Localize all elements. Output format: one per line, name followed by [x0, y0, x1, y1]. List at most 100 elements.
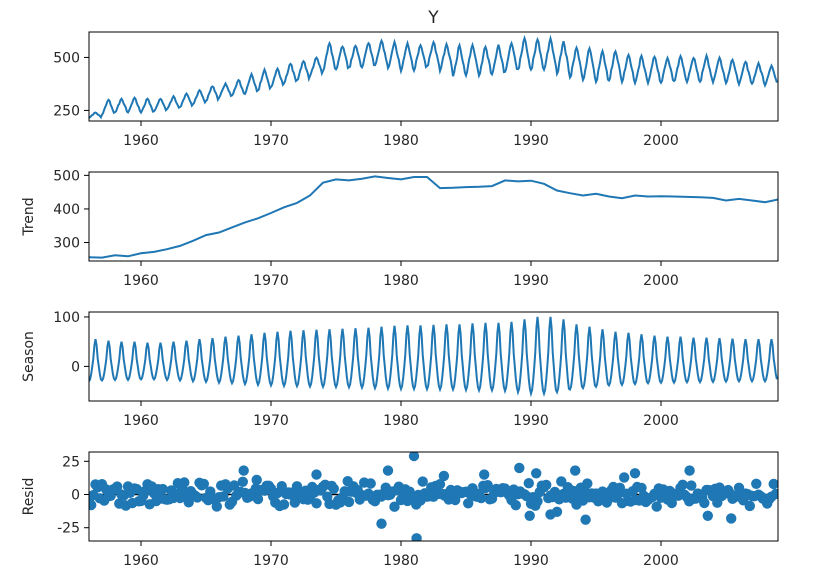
- x-tick-label: 1980: [383, 273, 419, 289]
- resid-point: [582, 478, 593, 489]
- y-tick-label: -25: [57, 521, 80, 537]
- x-tick-label: 1970: [253, 413, 289, 429]
- resid-point: [636, 482, 647, 494]
- resid-point-outlier: [376, 518, 387, 529]
- resid-point: [328, 483, 339, 494]
- x-tick-label: 2000: [643, 553, 679, 569]
- resid-point: [510, 500, 521, 511]
- y-axis-label: Trend: [21, 197, 37, 236]
- y-tick-label: 0: [71, 488, 80, 504]
- resid-point: [532, 496, 543, 507]
- resid-point-outlier: [629, 468, 641, 479]
- resid-point: [211, 501, 222, 512]
- y-axis-label: Season: [21, 331, 37, 382]
- resid-point: [677, 479, 688, 490]
- resid-point: [229, 480, 240, 491]
- resid-point-outlier: [342, 476, 353, 487]
- resid-point: [541, 479, 552, 491]
- chart-title: Y: [427, 8, 439, 28]
- x-tick-label: 1990: [513, 273, 549, 289]
- y-axis-label: Resid: [21, 478, 37, 516]
- resid-point: [112, 481, 123, 492]
- resid-point-outlier: [382, 465, 394, 476]
- resid-point: [157, 483, 168, 495]
- resid-point-outlier: [551, 506, 563, 517]
- axes-frame: [88, 451, 779, 542]
- resid-point: [276, 481, 287, 492]
- x-tick-label: 2000: [643, 273, 679, 289]
- resid-point-outlier: [570, 465, 581, 476]
- resid-point: [666, 497, 677, 509]
- resid-point-outlier: [702, 510, 713, 521]
- resid-point: [770, 488, 778, 500]
- resid-point: [476, 492, 487, 504]
- resid-point-outlier: [311, 469, 322, 480]
- x-tick-label: 1960: [123, 273, 159, 289]
- x-tick-label: 1960: [123, 553, 159, 569]
- x-tick-label: 2000: [643, 413, 679, 429]
- resid-point: [686, 480, 697, 491]
- resid-point: [463, 498, 474, 509]
- resid-point: [699, 497, 710, 509]
- resid-point-outlier: [408, 452, 420, 462]
- y-tick-label: 0: [71, 359, 80, 375]
- axes-frame: [88, 171, 779, 262]
- y-tick-label: 250: [53, 103, 80, 119]
- resid-point: [768, 478, 778, 490]
- x-tick-label: 1990: [513, 553, 549, 569]
- resid-point: [365, 478, 376, 489]
- axes-frame: [88, 31, 779, 122]
- resid-point-outlier: [524, 510, 535, 521]
- axes-frame: [88, 311, 779, 402]
- x-tick-label: 1980: [383, 133, 419, 149]
- y-tick-label: 500: [53, 168, 80, 184]
- panel-3: 1960 1970 1980 1990 2000 0 100 Season: [21, 310, 779, 429]
- plot-area: [89, 34, 778, 120]
- resid-point-outlier: [251, 474, 262, 486]
- resid-point: [389, 501, 400, 512]
- resid-point: [311, 498, 322, 509]
- resid-point: [619, 472, 630, 483]
- resid-point: [417, 476, 428, 487]
- resid-point-outlier: [238, 465, 249, 476]
- resid-point: [343, 496, 355, 508]
- resid-point: [651, 501, 662, 512]
- series-line: [89, 34, 778, 120]
- resid-point-outlier: [479, 469, 490, 480]
- x-tick-label: 1970: [253, 273, 289, 289]
- panel-2: 1960 1970 1980 1990 2000 300 400 500 Trend: [21, 168, 779, 289]
- resid-point-outlier: [438, 470, 450, 482]
- y-tick-label: 25: [62, 454, 80, 470]
- y-tick-label: 300: [53, 236, 80, 252]
- resid-point: [523, 478, 534, 489]
- resid-point-outlier: [531, 468, 542, 479]
- x-tick-label: 1980: [383, 553, 419, 569]
- x-tick-label: 1960: [123, 413, 159, 429]
- resid-point: [179, 477, 190, 488]
- resid-point: [278, 499, 290, 510]
- x-tick-label: 1980: [383, 413, 419, 429]
- resid-point: [450, 494, 461, 506]
- resid-point: [192, 492, 203, 503]
- resid-point-outlier: [514, 462, 525, 474]
- plot-area: [89, 175, 778, 259]
- x-tick-label: 2000: [643, 133, 679, 149]
- panel-1: 1960 1970 1980 1990 2000 250 500 Y: [53, 8, 779, 149]
- resid-point: [744, 500, 755, 512]
- resid-point: [751, 478, 762, 489]
- x-tick-label: 1970: [253, 553, 289, 569]
- plot-area: [89, 316, 778, 398]
- resid-point-outlier: [411, 533, 422, 541]
- resid-point: [183, 497, 194, 508]
- resid-point-outlier: [580, 514, 591, 525]
- season-line: [89, 316, 778, 398]
- resid-point: [237, 476, 248, 487]
- resid-point-outlier: [684, 465, 695, 476]
- x-tick-label: 1990: [513, 413, 549, 429]
- resid-point: [218, 491, 229, 502]
- x-tick-label: 1960: [123, 133, 159, 149]
- y-tick-label: 100: [53, 310, 80, 326]
- resid-point: [198, 478, 209, 490]
- panel-4: 1960 1970 1980 1990 2000 -25 0 25 Resid: [21, 451, 779, 569]
